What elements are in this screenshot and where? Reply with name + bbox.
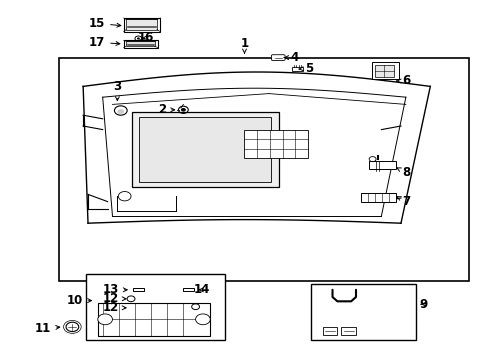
Bar <box>85 274 224 340</box>
Text: 2: 2 <box>158 103 174 116</box>
FancyBboxPatch shape <box>271 55 285 60</box>
Text: 14: 14 <box>194 283 210 296</box>
Text: 12: 12 <box>102 292 126 305</box>
Bar <box>126 19 157 30</box>
Text: 4: 4 <box>284 51 298 64</box>
Circle shape <box>98 314 112 325</box>
Text: 6: 6 <box>396 75 410 87</box>
Text: 17: 17 <box>89 36 120 49</box>
Bar <box>368 161 395 169</box>
Bar <box>322 327 337 335</box>
Text: 3: 3 <box>113 80 121 100</box>
Bar <box>123 40 158 48</box>
Text: 15: 15 <box>89 17 121 30</box>
Bar <box>98 303 210 336</box>
Bar <box>341 327 355 335</box>
Bar <box>374 65 393 77</box>
Bar <box>139 117 271 182</box>
Circle shape <box>137 37 140 40</box>
Text: 7: 7 <box>396 195 410 208</box>
Circle shape <box>195 314 210 325</box>
Text: 8: 8 <box>396 166 410 179</box>
Bar <box>59 58 468 281</box>
Bar <box>125 41 155 46</box>
Text: 11: 11 <box>35 322 60 335</box>
Circle shape <box>181 108 185 112</box>
Bar <box>292 67 303 71</box>
Bar <box>183 288 194 291</box>
Circle shape <box>117 109 124 114</box>
Text: 9: 9 <box>419 298 427 311</box>
Bar <box>244 130 307 158</box>
Text: 1: 1 <box>240 37 248 53</box>
Bar <box>132 112 278 187</box>
Text: 5: 5 <box>298 62 312 75</box>
Text: 13: 13 <box>102 283 127 296</box>
Bar <box>123 18 160 32</box>
Bar <box>371 62 398 79</box>
Text: 12: 12 <box>102 301 126 314</box>
Text: 10: 10 <box>67 294 91 307</box>
Bar <box>310 284 415 340</box>
Bar <box>360 193 395 202</box>
Bar <box>133 288 143 291</box>
Text: 16: 16 <box>138 31 154 44</box>
